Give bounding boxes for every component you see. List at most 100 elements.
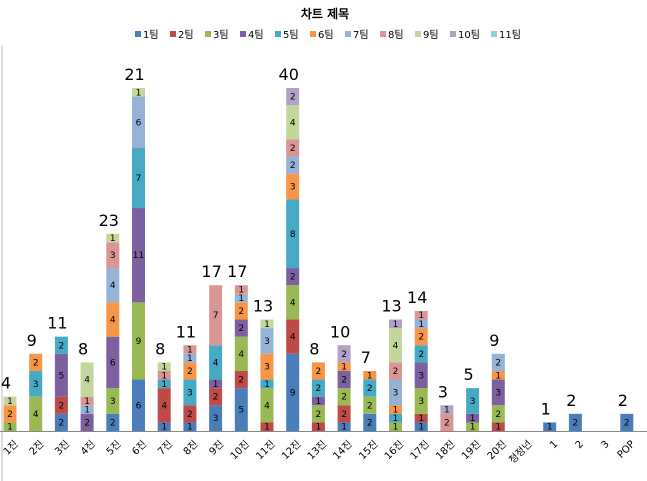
chart-title: 차트 제목	[301, 6, 349, 21]
segment-value-label: 3	[470, 397, 476, 407]
segment-value-label: 7	[213, 311, 219, 321]
segment-value-label: 1	[393, 406, 399, 416]
segment-value-label: 3	[110, 397, 116, 407]
bar-segment-20진-7팀	[491, 353, 505, 371]
legend-label-5: 5팀	[283, 29, 299, 41]
segment-value-label: 8	[290, 230, 296, 240]
x-tick-label: 9진	[207, 438, 226, 457]
bar-segment-1진-3팀	[3, 422, 17, 431]
legend-label-3: 3팀	[213, 29, 229, 41]
bar-segment-2진-5팀	[29, 370, 43, 397]
segment-value-label: 1	[393, 320, 399, 330]
bar-segment-11진-5팀	[260, 379, 274, 389]
segment-value-label: 3	[495, 388, 501, 398]
x-tick-label: 4진	[78, 438, 97, 457]
segment-value-label: 2	[238, 376, 244, 386]
bar-segment-12진-10팀	[286, 88, 300, 106]
segment-value-label: 4	[238, 350, 244, 360]
segment-value-label: 2	[290, 144, 296, 154]
bar-segment-10진-6팀	[234, 302, 248, 320]
segment-value-label: 2	[393, 367, 399, 377]
x-tick-label: 7진	[155, 438, 174, 457]
bar-segment-14진-3팀	[337, 388, 351, 406]
segment-value-label: 3	[393, 388, 399, 398]
bar-segment-2진-6팀	[29, 353, 43, 371]
segment-value-label: 6	[110, 358, 116, 368]
x-tick-label: 15진	[356, 438, 380, 462]
bar-segment-8진-1팀	[183, 422, 197, 431]
legend-swatch-7	[345, 31, 351, 37]
bar-segment-13진-2팀	[311, 422, 325, 431]
bar-segment-1진-9팀	[3, 396, 17, 406]
bar-segment-5진-9팀	[106, 233, 120, 243]
segment-value-label: 2	[495, 358, 501, 368]
bar-segment-17진-3팀	[414, 388, 428, 414]
x-tick-label: 12진	[279, 438, 303, 462]
bar-segment-1-1팀	[543, 422, 557, 431]
segment-value-label: 1	[418, 423, 424, 433]
segment-value-label: 11	[133, 251, 144, 261]
total-label-13진: 8	[309, 339, 319, 358]
x-tick-labels: 1진 2진 3진 4진 5진 6진 7진 8진 9진 10진 11진 12진 13진 14진 15진 16진 1…	[1, 438, 637, 466]
bar-segment-7진-9팀	[157, 362, 171, 371]
bar-segment-12진-6팀	[286, 173, 300, 200]
total-label-12진: 40	[279, 65, 299, 84]
bar-segment-5진-1팀	[106, 413, 120, 431]
bar-segment-11진-6팀	[260, 353, 274, 380]
bar-segment-13진-3팀	[311, 405, 325, 423]
legend-swatch-4	[240, 31, 246, 37]
legend-swatch-9	[415, 31, 421, 37]
total-label-2진: 9	[27, 331, 37, 350]
bar-segment-20진-4팀	[491, 379, 505, 406]
segment-value-label: 3	[264, 363, 270, 373]
bar-segment-12진-9팀	[286, 105, 300, 140]
segment-value-label: 5	[59, 371, 65, 381]
segment-value-label: 1	[187, 423, 193, 433]
total-label-20진: 9	[489, 331, 499, 350]
segment-value-label: 1	[264, 380, 270, 390]
segment-value-label: 9	[136, 337, 142, 347]
segment-value-label: 1	[161, 380, 167, 390]
bar-segment-2진-3팀	[29, 396, 43, 431]
bar-segment-10진-3팀	[234, 336, 248, 371]
segment-value-label: 3	[213, 414, 219, 424]
legend-label-9: 9팀	[423, 29, 439, 41]
bar-segment-18진-8팀	[440, 413, 454, 431]
bar-segment-6진-4팀	[132, 208, 145, 303]
legend-label-2: 2팀	[178, 29, 194, 41]
bar-segment-7진-8팀	[157, 370, 171, 380]
segment-value-label: 4	[290, 333, 296, 343]
bar-segment-12진-8팀	[286, 139, 300, 157]
segment-value-label: 2	[367, 384, 373, 394]
segment-value-label: 1	[84, 406, 90, 416]
bar-segment-19진-4팀	[466, 413, 480, 423]
bar-segment-17진-5팀	[414, 345, 428, 363]
segment-value-label: 1	[110, 234, 116, 244]
bar-segment-5진-4팀	[106, 336, 120, 389]
segment-value-label: 7	[136, 174, 142, 184]
bar-segment-11진-3팀	[260, 388, 274, 423]
bar-segment-16진-9팀	[389, 328, 402, 363]
bar-segment-20진-2팀	[491, 422, 505, 431]
segment-value-label: 2	[495, 410, 501, 420]
segment-value-label: 1	[213, 380, 219, 390]
total-label-19진: 5	[464, 365, 474, 384]
segment-value-label: 1	[7, 397, 13, 407]
x-tick-label: 11진	[254, 438, 278, 462]
bar-segment-9진-2팀	[209, 388, 223, 406]
segment-value-label: 4	[264, 401, 270, 411]
bar-segment-8진-6팀	[183, 362, 197, 380]
bar-segment-5진-8팀	[106, 242, 120, 269]
segment-value-label: 3	[264, 337, 270, 347]
x-tick-label: 5진	[104, 438, 123, 457]
bar-segment-17진-1팀	[414, 422, 428, 431]
bar-segment-12진-7팀	[286, 156, 300, 174]
segment-value-label: 1	[264, 423, 270, 433]
segment-value-label: 3	[187, 388, 193, 398]
bar-segment-15진-1팀	[363, 413, 377, 431]
segment-value-label: 2	[59, 401, 65, 411]
segment-value-label: 2	[341, 410, 347, 420]
x-tick-label: 2진	[27, 438, 46, 457]
